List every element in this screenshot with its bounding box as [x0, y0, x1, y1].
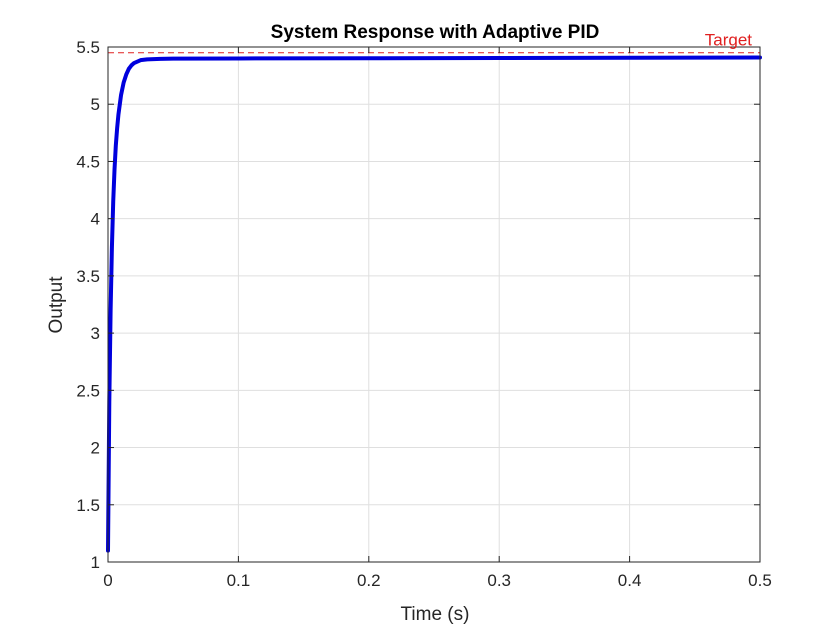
series-layer — [106, 55, 762, 553]
x-tick-labels: 0 0.1 0.2 0.3 0.4 0.5 — [103, 571, 772, 590]
y-tick-label: 2 — [91, 439, 100, 458]
y-tick-label: 1.5 — [76, 496, 100, 515]
x-tick-label: 0.3 — [487, 571, 511, 590]
x-tick-label: 0 — [103, 571, 112, 590]
chart-title: System Response with Adaptive PID — [271, 22, 600, 43]
tick-marks — [107, 46, 761, 563]
y-tick-label: 2.5 — [76, 381, 100, 400]
grid — [107, 46, 761, 563]
x-tick-label: 0.1 — [227, 571, 251, 590]
y-tick-label: 4.5 — [76, 152, 100, 171]
series-line — [106, 55, 762, 553]
y-tick-labels: 1 1.5 2 2.5 3 3.5 4 4.5 5 5.5 — [76, 38, 100, 572]
y-tick-label: 3.5 — [76, 267, 100, 286]
y-axis-label: Output — [46, 276, 67, 334]
x-tick-label: 0.4 — [618, 571, 642, 590]
y-tick-label: 5.5 — [76, 38, 100, 57]
x-axis-label: Time (s) — [401, 604, 470, 625]
y-tick-label: 5 — [91, 95, 100, 114]
x-tick-label: 0.5 — [748, 571, 772, 590]
y-tick-label: 3 — [91, 324, 100, 343]
plot-frame — [107, 46, 761, 563]
y-tick-label: 4 — [91, 210, 100, 229]
x-tick-label: 0.2 — [357, 571, 381, 590]
target-label: Target — [705, 31, 753, 50]
y-tick-label: 1 — [91, 553, 100, 572]
